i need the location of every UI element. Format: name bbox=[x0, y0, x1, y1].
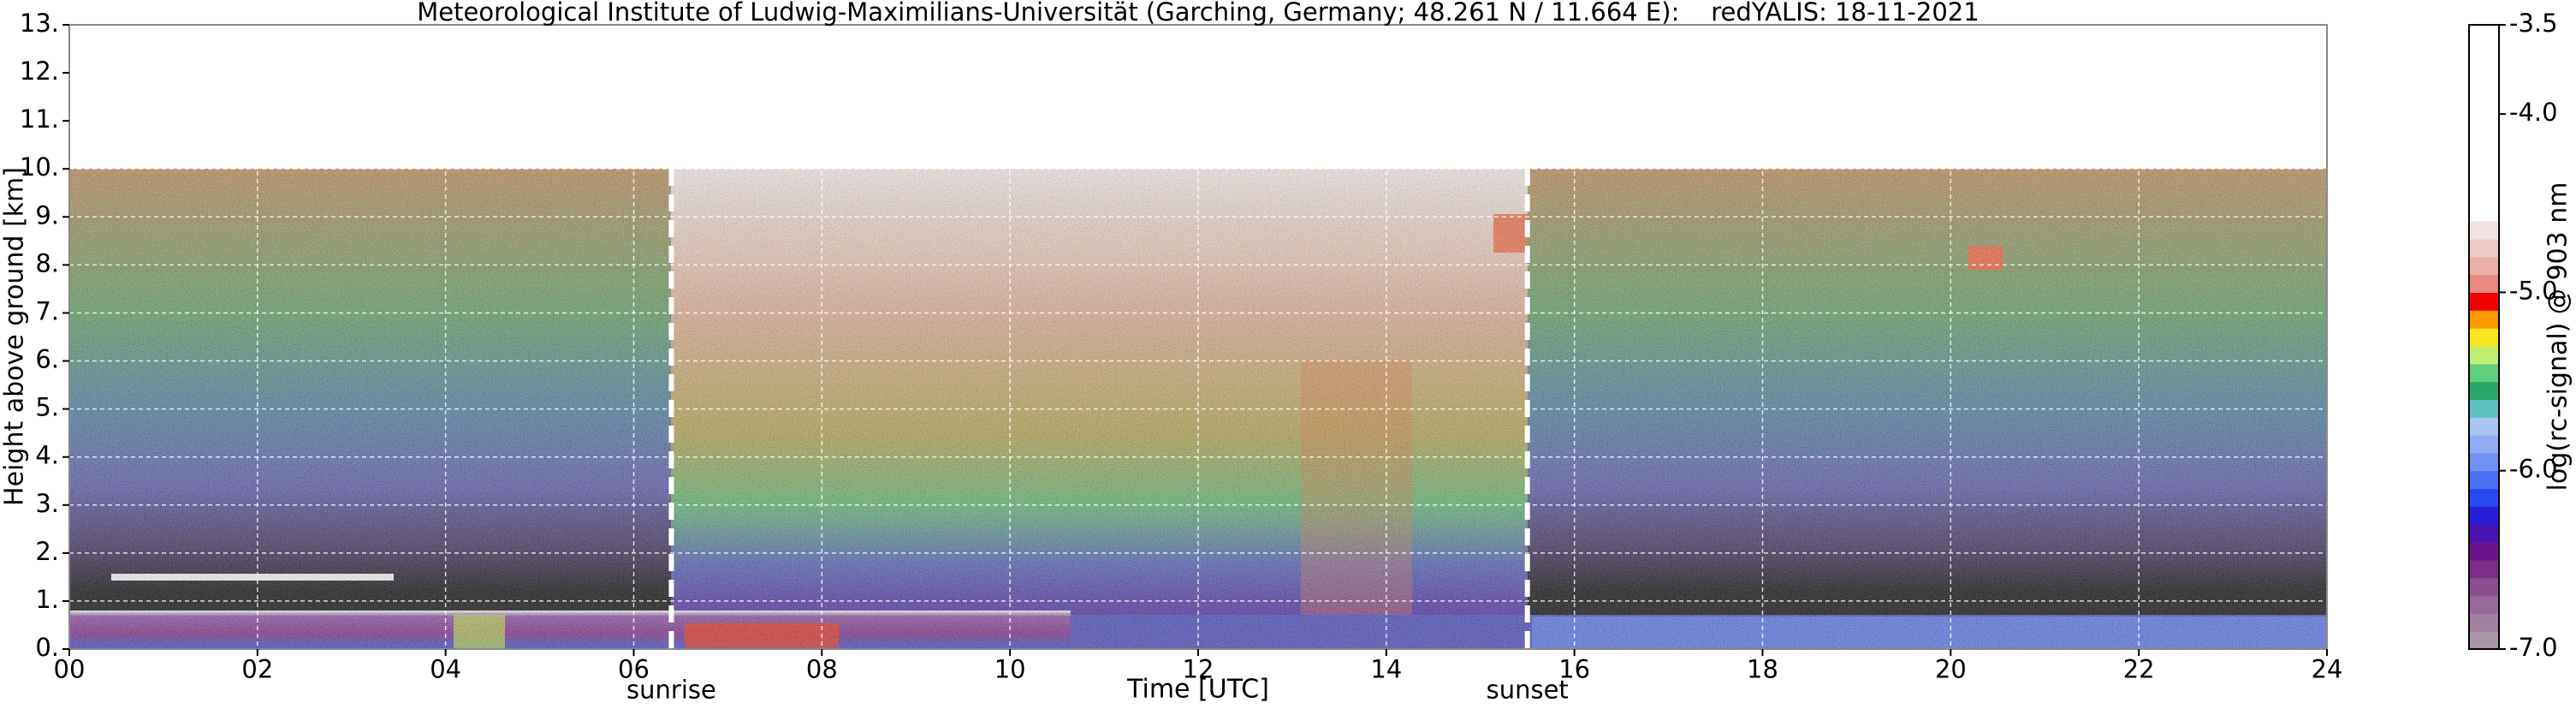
y-tick-label: 9. bbox=[35, 200, 59, 229]
colorbar-band bbox=[2469, 292, 2499, 311]
colorbar-band bbox=[2469, 542, 2499, 561]
x-tick-label: 14 bbox=[1370, 655, 1402, 684]
colorbar-band bbox=[2469, 310, 2499, 329]
colorbar-band bbox=[2469, 417, 2499, 436]
y-tick-label: 8. bbox=[35, 248, 59, 277]
colorbar-band bbox=[2469, 577, 2499, 597]
colorbar-band bbox=[2469, 114, 2499, 133]
colorbar-band bbox=[2469, 274, 2499, 294]
colorbar-tick-label: -5.0 bbox=[2509, 276, 2558, 305]
colorbar-band bbox=[2469, 96, 2499, 115]
colorbar-band bbox=[2469, 595, 2499, 614]
y-tick-label: 4. bbox=[35, 441, 59, 470]
x-tick-label: 12 bbox=[1183, 655, 1214, 684]
colorbar-band bbox=[2469, 559, 2499, 579]
colorbar-band bbox=[2469, 631, 2499, 650]
colorbar-tick-label: -7.0 bbox=[2509, 633, 2558, 662]
colorbar-band bbox=[2469, 328, 2499, 347]
x-tick-label: 04 bbox=[430, 655, 461, 684]
y-tick-label: 11. bbox=[20, 104, 59, 134]
y-tick-label: 10. bbox=[20, 152, 59, 182]
colorbar-tick-label: -6.0 bbox=[2509, 455, 2558, 484]
colorbar-band bbox=[2469, 524, 2499, 543]
y-tick-label: 1. bbox=[35, 585, 59, 614]
colorbar-band bbox=[2469, 381, 2499, 400]
y-tick-label: 3. bbox=[35, 489, 59, 518]
colorbar-band bbox=[2469, 363, 2499, 383]
colorbar-band bbox=[2469, 613, 2499, 632]
colorbar-band bbox=[2469, 488, 2499, 507]
colorbar-band bbox=[2469, 452, 2499, 472]
colorbar-label: log(rc-signal) @ 903 nm bbox=[2543, 182, 2573, 492]
x-tick-label: 10 bbox=[994, 655, 1026, 684]
annotation-label: sunrise bbox=[626, 676, 716, 705]
y-tick-label: 12. bbox=[20, 57, 59, 86]
colorbar-frame bbox=[2468, 24, 2500, 650]
colorbar-band bbox=[2469, 399, 2499, 418]
colorbar-band bbox=[2469, 506, 2499, 525]
colorbar-band bbox=[2469, 470, 2499, 490]
colorbar-band bbox=[2469, 238, 2499, 258]
x-tick-label: 18 bbox=[1747, 655, 1778, 684]
colorbar-band bbox=[2469, 25, 2499, 44]
y-tick-label: 7. bbox=[35, 296, 59, 325]
colorbar-band bbox=[2469, 203, 2499, 222]
colorbar-tick-label: -3.5 bbox=[2509, 9, 2558, 38]
grid bbox=[68, 24, 2328, 650]
chart-title: Meteorological Institute of Ludwig-Maxim… bbox=[417, 0, 1979, 27]
y-tick-label: 6. bbox=[35, 345, 59, 374]
colorbar-band bbox=[2469, 149, 2499, 169]
colorbar-band bbox=[2469, 221, 2499, 240]
x-tick-label: 22 bbox=[2123, 655, 2155, 684]
colorbar-tick-label: -4.0 bbox=[2509, 98, 2558, 127]
colorbar-band bbox=[2469, 60, 2499, 80]
colorbar-band bbox=[2469, 256, 2499, 276]
colorbar-band bbox=[2469, 42, 2499, 62]
colorbar-band bbox=[2469, 345, 2499, 365]
x-tick-label: 06 bbox=[618, 655, 650, 684]
x-tick-label: 24 bbox=[2312, 655, 2343, 684]
colorbar-band bbox=[2469, 435, 2499, 454]
y-tick-label: 5. bbox=[35, 393, 59, 422]
x-tick-label: 02 bbox=[241, 655, 273, 684]
y-axis-label: Height above ground [km] bbox=[0, 167, 30, 506]
colorbar bbox=[2469, 25, 2499, 650]
colorbar-band bbox=[2469, 185, 2499, 204]
x-axis-label: Time [UTC] bbox=[1126, 675, 1269, 705]
x-tick-label: 00 bbox=[54, 655, 86, 684]
y-tick-label: 2. bbox=[35, 537, 59, 566]
y-tick-label: 13. bbox=[20, 9, 59, 38]
x-tick-label: 16 bbox=[1558, 655, 1590, 684]
x-tick-label: 20 bbox=[1935, 655, 1967, 684]
colorbar-band bbox=[2469, 131, 2499, 151]
y-tick-label: 0. bbox=[35, 633, 59, 662]
annotation-label: sunset bbox=[1487, 676, 1569, 705]
x-tick-label: 08 bbox=[806, 655, 838, 684]
colorbar-band bbox=[2469, 78, 2499, 97]
colorbar-band bbox=[2469, 167, 2499, 187]
